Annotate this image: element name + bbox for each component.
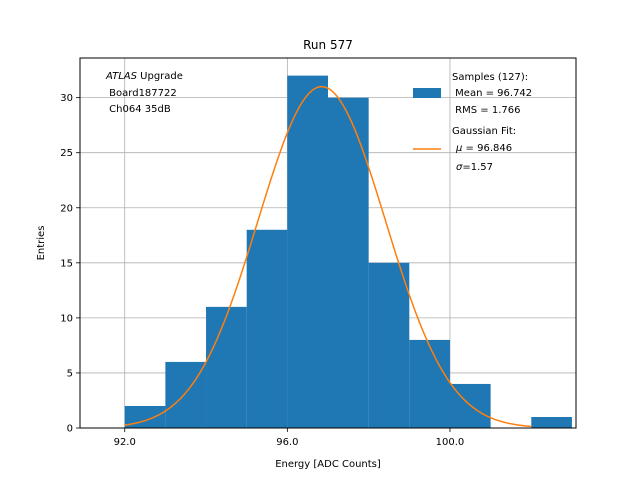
y-tick-label-1: 5 — [67, 368, 73, 379]
histogram-bar-2 — [206, 306, 247, 428]
legend-mu-symbol: μ — [455, 143, 462, 154]
legend-mu-value: = 96.846 — [462, 143, 512, 154]
annotation-line-3: Ch064 35dB — [106, 104, 171, 115]
histogram-bar-6 — [368, 262, 410, 428]
y-tick-label-2: 10 — [60, 313, 73, 324]
legend-samples-mean: Mean = 96.742 — [452, 88, 532, 99]
histogram-bar-3 — [246, 229, 288, 428]
chart-title: Run 577 — [303, 38, 353, 52]
plot-frame — [79, 57, 577, 429]
legend-fit-mu: μ = 96.846 — [455, 143, 512, 154]
x-tick-label-1: 96.0 — [276, 437, 298, 448]
annotation-line-1: ATLAS Upgrade — [105, 71, 183, 82]
y-tick-label-5: 25 — [60, 148, 73, 159]
annotation-atlas: ATLAS — [105, 71, 138, 82]
axis-ticks: 92.0 96.0 100.0 0 5 10 15 20 25 30 — [60, 93, 464, 448]
histogram-bars — [124, 75, 572, 429]
gaussian-fit — [124, 85, 532, 428]
legend: Samples (127): Mean = 96.742 RMS = 1.766… — [413, 72, 532, 173]
atlas-annotation: ATLAS Upgrade Board187722 Ch064 35dB — [105, 71, 183, 115]
y-axis-label: Entries — [36, 226, 47, 261]
y-tick-label-3: 15 — [60, 258, 73, 269]
histogram-bar-4 — [287, 75, 328, 428]
annotation-upgrade: Upgrade — [137, 71, 183, 82]
y-tick-label-0: 0 — [67, 424, 73, 435]
legend-fit-label: Gaussian Fit: — [452, 126, 516, 137]
legend-sigma-symbol: σ — [456, 162, 463, 173]
y-tick-label-6: 30 — [60, 93, 73, 104]
annotation-line-2: Board187722 — [106, 88, 177, 99]
legend-samples-rms: RMS = 1.766 — [452, 105, 520, 116]
gaussian-fit-curve — [124, 85, 532, 428]
legend-fit-sigma: σ=1.57 — [456, 162, 493, 173]
legend-sigma-value: =1.57 — [462, 162, 493, 173]
x-tick-label-0: 92.0 — [114, 437, 136, 448]
y-tick-label-4: 20 — [60, 203, 73, 214]
histogram-bar-10 — [531, 416, 572, 428]
legend-samples-label: Samples (127): — [452, 72, 528, 83]
histogram-bar-0 — [124, 405, 166, 428]
legend-samples-swatch — [413, 88, 441, 98]
x-tick-label-2: 100.0 — [436, 437, 465, 448]
histogram-bar-5 — [328, 97, 369, 429]
histogram-bar-7 — [409, 339, 450, 428]
x-axis-label: Energy [ADC Counts] — [275, 459, 381, 470]
